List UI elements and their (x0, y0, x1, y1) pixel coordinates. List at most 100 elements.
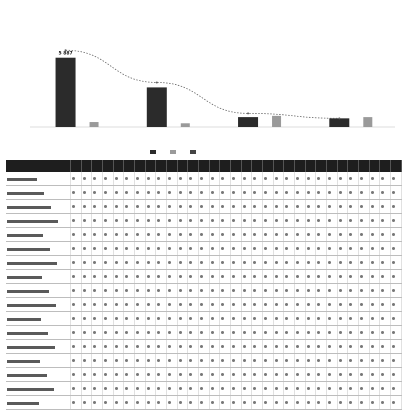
cell-value-placeholder (317, 387, 321, 390)
table-cell (81, 255, 93, 270)
table-cell (390, 325, 402, 340)
table-cell (134, 353, 146, 368)
cell-value-placeholder (392, 205, 396, 208)
cell-value-placeholder (274, 261, 278, 264)
data-table (6, 160, 402, 410)
cell-value-placeholder (72, 233, 75, 236)
row-label-placeholder (7, 317, 41, 321)
table-cell (134, 241, 146, 256)
table-cell (187, 297, 200, 312)
table-cell (70, 199, 82, 214)
cell-value-placeholder (93, 289, 97, 292)
table-cell (6, 367, 71, 382)
cell-value-placeholder (189, 401, 193, 404)
cell-value-placeholder (370, 177, 374, 180)
table-cell (294, 395, 306, 410)
table-cell (230, 339, 242, 354)
table-cell (219, 381, 232, 396)
cell-value-placeholder (136, 233, 140, 236)
cell-value-placeholder (360, 219, 364, 222)
cell-value-placeholder (306, 359, 310, 362)
cell-value-placeholder (338, 205, 342, 208)
table-cell (294, 297, 306, 312)
table-cell (390, 353, 402, 368)
table-cell (262, 381, 274, 396)
table-cell (305, 325, 317, 340)
cell-value-placeholder (114, 345, 118, 348)
table-cell (347, 353, 360, 368)
table-cell (283, 241, 296, 256)
table-header-cell (166, 160, 178, 172)
cell-value-placeholder (253, 219, 257, 222)
cell-value-placeholder (210, 177, 214, 180)
cell-value-placeholder (328, 345, 332, 348)
table-cell (369, 269, 381, 284)
table-cell (262, 241, 274, 256)
cell-value-placeholder (93, 387, 97, 390)
table-cell (273, 395, 285, 410)
table-cell (358, 353, 370, 368)
table-cell (81, 199, 93, 214)
table-cell (390, 297, 402, 312)
table-cell (187, 172, 200, 186)
table-cell (294, 199, 306, 214)
cell-value-placeholder (264, 331, 268, 334)
cell-value-placeholder (125, 359, 129, 362)
table-header-cell (70, 160, 82, 172)
table-cell (187, 325, 200, 340)
cell-value-placeholder (168, 303, 172, 306)
table-cell (262, 255, 274, 270)
table-cell (155, 381, 168, 396)
table-cell (219, 395, 232, 410)
table-cell (102, 325, 114, 340)
table-cell (166, 325, 178, 340)
table-cell (177, 185, 189, 200)
table-cell (123, 199, 136, 214)
table-header-cell (379, 160, 392, 172)
cell-value-placeholder (274, 177, 278, 180)
table-cell (294, 269, 306, 284)
cell-value-placeholder (242, 331, 246, 334)
table-cell (123, 325, 136, 340)
cell-value-placeholder (189, 205, 193, 208)
table-cell (326, 339, 338, 354)
table-cell (177, 367, 189, 382)
cell-value-placeholder (392, 233, 396, 236)
table-cell (123, 311, 136, 326)
table-cell (198, 227, 210, 242)
cell-value-placeholder (306, 261, 310, 264)
table-cell (283, 227, 296, 242)
table-cell (177, 227, 189, 242)
cell-value-placeholder (136, 289, 140, 292)
cell-value-placeholder (82, 219, 86, 222)
table-cell (113, 311, 125, 326)
cell-value-placeholder (114, 275, 118, 278)
cell-value-placeholder (306, 317, 310, 320)
table-cell (166, 367, 178, 382)
cell-value-placeholder (317, 331, 321, 334)
table-cell (6, 311, 71, 326)
table-cell (262, 311, 274, 326)
cell-value-placeholder (242, 317, 246, 320)
bar (89, 122, 99, 127)
table-cell (273, 199, 285, 214)
row-label-placeholder (7, 289, 49, 293)
cell-value-placeholder (381, 275, 385, 278)
cell-value-placeholder (93, 331, 97, 334)
cell-value-placeholder (349, 331, 353, 334)
table-cell (6, 241, 71, 256)
cell-value-placeholder (157, 303, 161, 306)
cell-value-placeholder (242, 177, 246, 180)
table-cell (166, 185, 178, 200)
table-cell (134, 339, 146, 354)
legend-item-1 (150, 150, 156, 154)
table-cell (358, 297, 370, 312)
cell-value-placeholder (242, 233, 246, 236)
cell-value-placeholder (274, 219, 278, 222)
table-row (6, 367, 402, 382)
cell-value-placeholder (157, 317, 161, 320)
table-cell (91, 311, 104, 326)
cell-value-placeholder (253, 247, 257, 250)
legend-swatch (190, 150, 196, 154)
table-cell (379, 353, 392, 368)
